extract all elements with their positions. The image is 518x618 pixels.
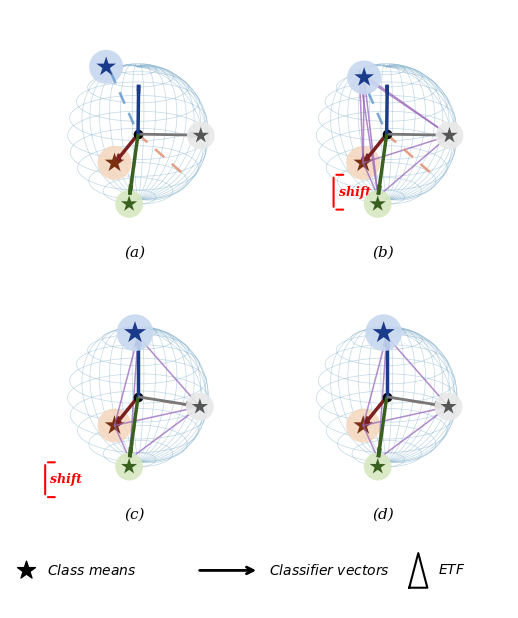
Text: (a): (a) bbox=[124, 245, 145, 260]
Text: $\mathit{Class\ means}$: $\mathit{Class\ means}$ bbox=[47, 563, 136, 578]
Text: (c): (c) bbox=[124, 508, 145, 522]
Text: (b): (b) bbox=[372, 245, 394, 260]
Text: $\mathit{Classifier\ vectors}$: $\mathit{Classifier\ vectors}$ bbox=[269, 563, 390, 578]
Text: shift: shift bbox=[339, 185, 370, 199]
Text: (d): (d) bbox=[372, 508, 394, 522]
Point bbox=[491, 137, 499, 147]
Text: $\mathit{ETF}$: $\mathit{ETF}$ bbox=[438, 564, 465, 577]
Text: shift: shift bbox=[50, 473, 82, 486]
